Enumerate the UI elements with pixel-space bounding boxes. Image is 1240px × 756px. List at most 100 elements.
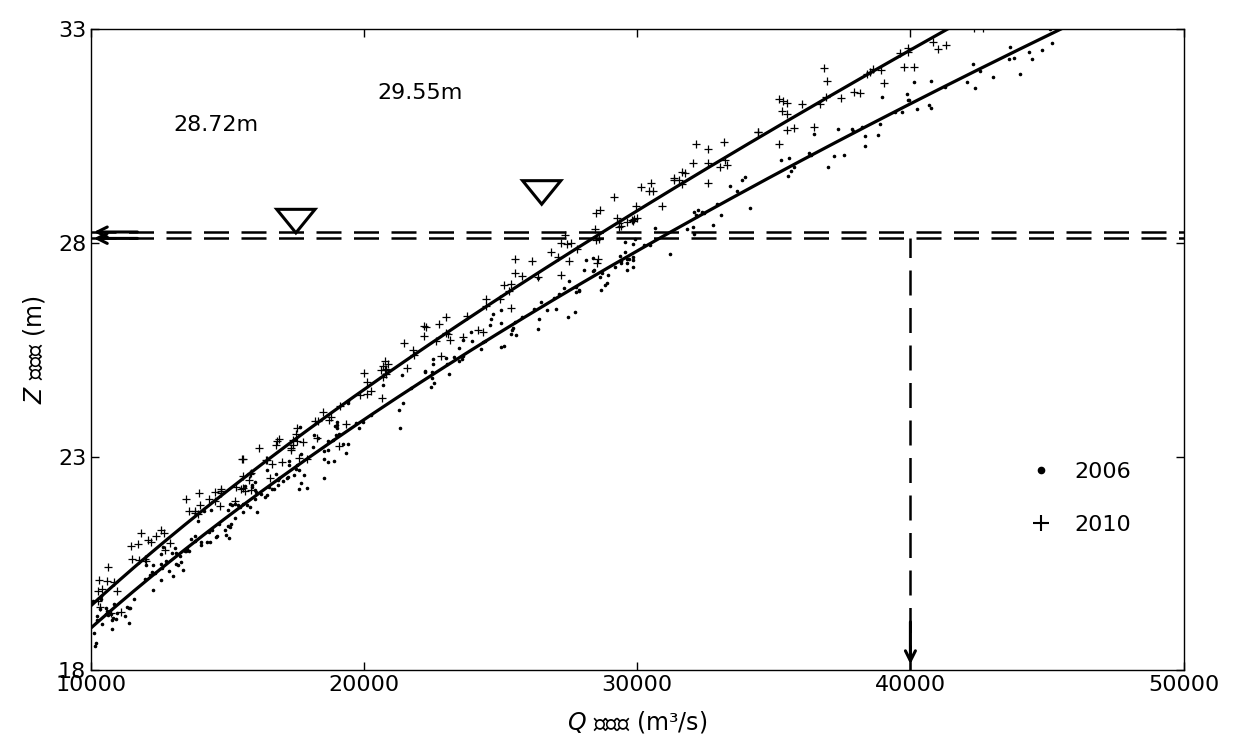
- Point: [495, 340, 515, 352]
- Point: [361, 410, 381, 422]
- Point: [624, 251, 644, 263]
- Point: [575, 254, 595, 266]
- Point: [589, 233, 609, 245]
- Point: [166, 547, 186, 559]
- Point: [498, 285, 518, 297]
- Point: [687, 210, 707, 222]
- Point: [262, 483, 281, 495]
- Point: [135, 553, 155, 565]
- Point: [151, 548, 171, 560]
- Point: [140, 569, 160, 581]
- Point: [715, 154, 735, 166]
- Point: [237, 499, 257, 511]
- Point: [476, 300, 496, 312]
- Point: [625, 233, 645, 245]
- Point: [401, 383, 420, 395]
- Point: [415, 365, 435, 377]
- Point: [122, 553, 141, 565]
- Point: [172, 565, 192, 577]
- Point: [611, 255, 631, 267]
- Point: [241, 468, 260, 480]
- Point: [233, 482, 253, 494]
- Point: [438, 328, 458, 340]
- Point: [965, 82, 985, 94]
- Point: [424, 376, 444, 389]
- Point: [104, 576, 124, 588]
- Point: [461, 327, 481, 339]
- Point: [185, 529, 205, 541]
- Point: [740, 203, 760, 215]
- Point: [129, 554, 149, 566]
- Point: [512, 271, 532, 283]
- Point: [136, 559, 156, 571]
- Point: [587, 234, 606, 246]
- Point: [200, 526, 219, 538]
- Point: [107, 607, 126, 619]
- Point: [873, 91, 893, 103]
- Point: [609, 221, 629, 233]
- Point: [776, 107, 796, 119]
- Point: [210, 518, 229, 530]
- Point: [549, 287, 569, 299]
- Point: [605, 261, 625, 273]
- Point: [376, 355, 396, 367]
- Point: [373, 379, 393, 391]
- Point: [626, 212, 646, 224]
- Point: [188, 508, 208, 520]
- Point: [548, 251, 568, 263]
- Point: [423, 358, 443, 370]
- Text: 28.72m: 28.72m: [174, 116, 258, 135]
- Point: [471, 343, 491, 355]
- Point: [851, 87, 870, 99]
- Point: [828, 122, 848, 135]
- Point: [919, 99, 939, 111]
- Point: [634, 240, 653, 252]
- Point: [319, 456, 339, 468]
- Point: [135, 573, 155, 585]
- Point: [98, 561, 118, 573]
- Point: [305, 415, 325, 427]
- Point: [357, 376, 377, 388]
- Point: [506, 329, 526, 341]
- Point: [590, 204, 610, 216]
- Point: [491, 304, 511, 316]
- Point: [231, 500, 250, 513]
- Point: [319, 435, 339, 447]
- Point: [262, 457, 281, 469]
- Point: [179, 544, 198, 556]
- Point: [899, 94, 919, 107]
- Point: [870, 64, 890, 76]
- Point: [393, 397, 413, 409]
- Point: [1001, 2, 1021, 14]
- Point: [272, 457, 291, 469]
- Point: [153, 541, 172, 553]
- X-axis label: $Q$ 莲花塘 (m³/s): $Q$ 莲花塘 (m³/s): [567, 709, 707, 735]
- Point: [703, 218, 723, 231]
- Point: [330, 400, 350, 412]
- Point: [102, 623, 122, 635]
- Point: [239, 474, 259, 486]
- Point: [348, 422, 368, 434]
- Point: [143, 584, 162, 596]
- Point: [185, 505, 205, 517]
- Point: [565, 286, 585, 298]
- Point: [921, 75, 941, 87]
- Point: [219, 497, 239, 510]
- Point: [439, 367, 459, 380]
- Point: [151, 558, 171, 570]
- Point: [314, 406, 334, 418]
- Point: [93, 618, 113, 631]
- Point: [472, 336, 492, 349]
- Point: [665, 172, 684, 184]
- Text: 29.55m: 29.55m: [378, 83, 464, 104]
- Point: [279, 455, 299, 467]
- Point: [668, 175, 688, 187]
- Point: [1064, 8, 1084, 20]
- Point: [112, 606, 131, 618]
- Point: [547, 303, 567, 315]
- Point: [145, 567, 165, 579]
- Point: [165, 542, 185, 554]
- Point: [615, 246, 635, 259]
- Point: [923, 36, 942, 48]
- Point: [228, 499, 248, 511]
